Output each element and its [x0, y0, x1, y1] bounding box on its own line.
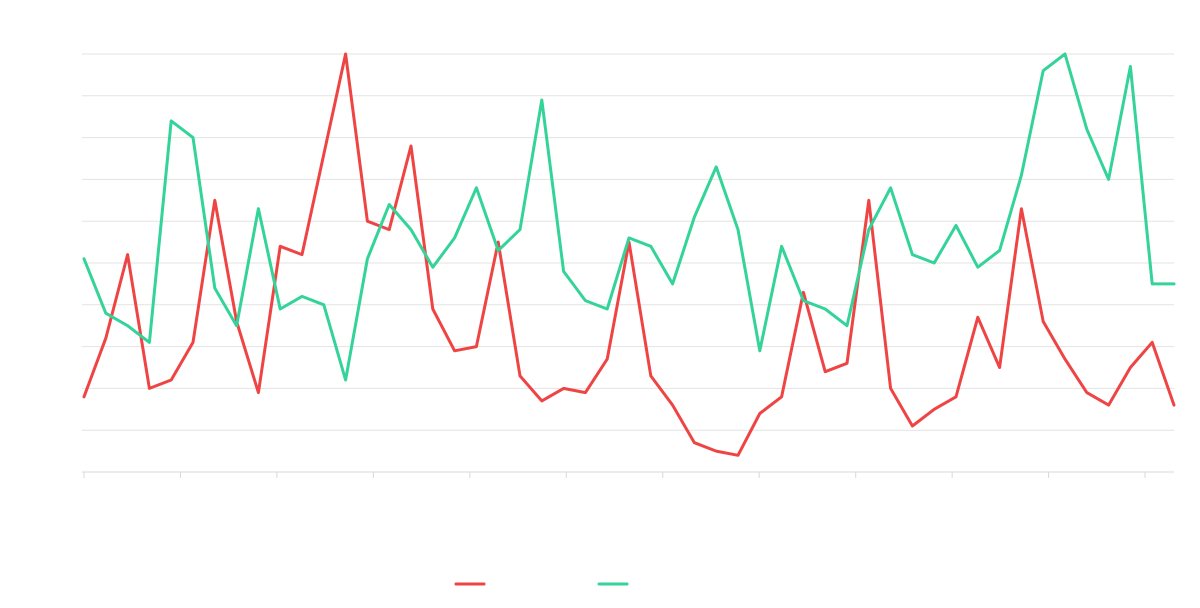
- axis-layer: [82, 471, 1174, 478]
- series-line-1: [82, 52, 1176, 457]
- series-line-2: [82, 52, 1176, 382]
- series-layer: [82, 52, 1176, 457]
